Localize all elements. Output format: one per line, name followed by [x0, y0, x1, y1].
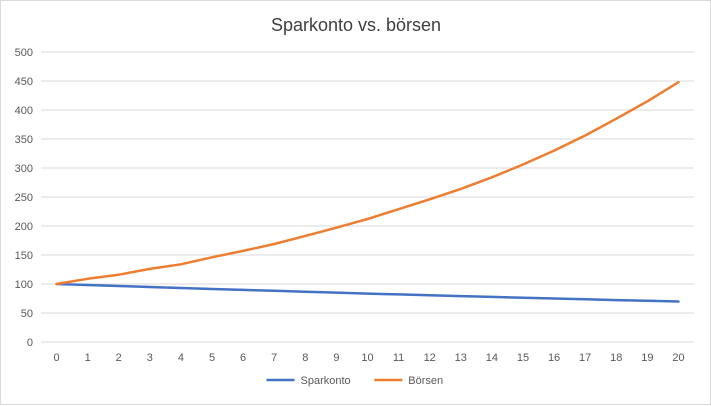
- x-tick-label: 6: [240, 352, 246, 364]
- chart-title: Sparkonto vs. börsen: [271, 15, 441, 35]
- legend-item-sparkonto: Sparkonto: [266, 375, 351, 387]
- series-line-börsen: [55, 80, 680, 286]
- gridlines: [41, 51, 694, 343]
- legend: Sparkonto Börsen: [266, 375, 443, 387]
- x-tick-label: 15: [517, 352, 529, 364]
- x-tick-label: 5: [209, 352, 215, 364]
- x-tick-label: 1: [85, 352, 91, 364]
- x-tick-label: 4: [178, 352, 184, 364]
- y-tick-label: 300: [15, 163, 33, 175]
- y-tick-label: 350: [15, 134, 33, 146]
- x-tick-label: 19: [641, 352, 653, 364]
- x-tick-label: 9: [333, 352, 339, 364]
- series-line-sparkonto: [55, 282, 680, 303]
- legend-label: Börsen: [408, 375, 443, 387]
- y-tick-label: 150: [15, 250, 33, 262]
- x-tick-label: 3: [147, 352, 153, 364]
- x-tick-label: 0: [53, 352, 59, 364]
- y-tick-label: 200: [15, 221, 33, 233]
- x-tick-label: 20: [672, 352, 684, 364]
- y-axis-ticks: 0 50 100 150 200 250 300 350 400 450 500: [15, 47, 33, 349]
- series-lines: [55, 80, 680, 303]
- x-tick-label: 16: [548, 352, 560, 364]
- y-tick-label: 250: [15, 192, 33, 204]
- x-tick-label: 14: [486, 352, 498, 364]
- y-tick-label: 50: [21, 308, 33, 320]
- x-tick-label: 2: [116, 352, 122, 364]
- x-axis-ticks: 0 1 2 3 4 5 6 7 8 9 10 11 12 13 14 15 16 17 18 19 20: [53, 352, 684, 364]
- x-tick-label: 18: [610, 352, 622, 364]
- y-tick-label: 100: [15, 279, 33, 291]
- x-tick-label: 10: [361, 352, 373, 364]
- legend-label: Sparkonto: [301, 375, 351, 387]
- legend-item-börsen: Börsen: [374, 375, 443, 387]
- y-tick-label: 500: [15, 47, 33, 59]
- x-tick-label: 7: [271, 352, 277, 364]
- x-tick-label: 11: [393, 352, 404, 364]
- y-tick-label: 400: [15, 105, 33, 117]
- y-tick-label: 0: [27, 337, 33, 349]
- x-tick-label: 8: [302, 352, 308, 364]
- y-tick-label: 450: [15, 76, 33, 88]
- x-tick-label: 12: [424, 352, 436, 364]
- x-tick-label: 13: [455, 352, 467, 364]
- x-tick-label: 17: [579, 352, 591, 364]
